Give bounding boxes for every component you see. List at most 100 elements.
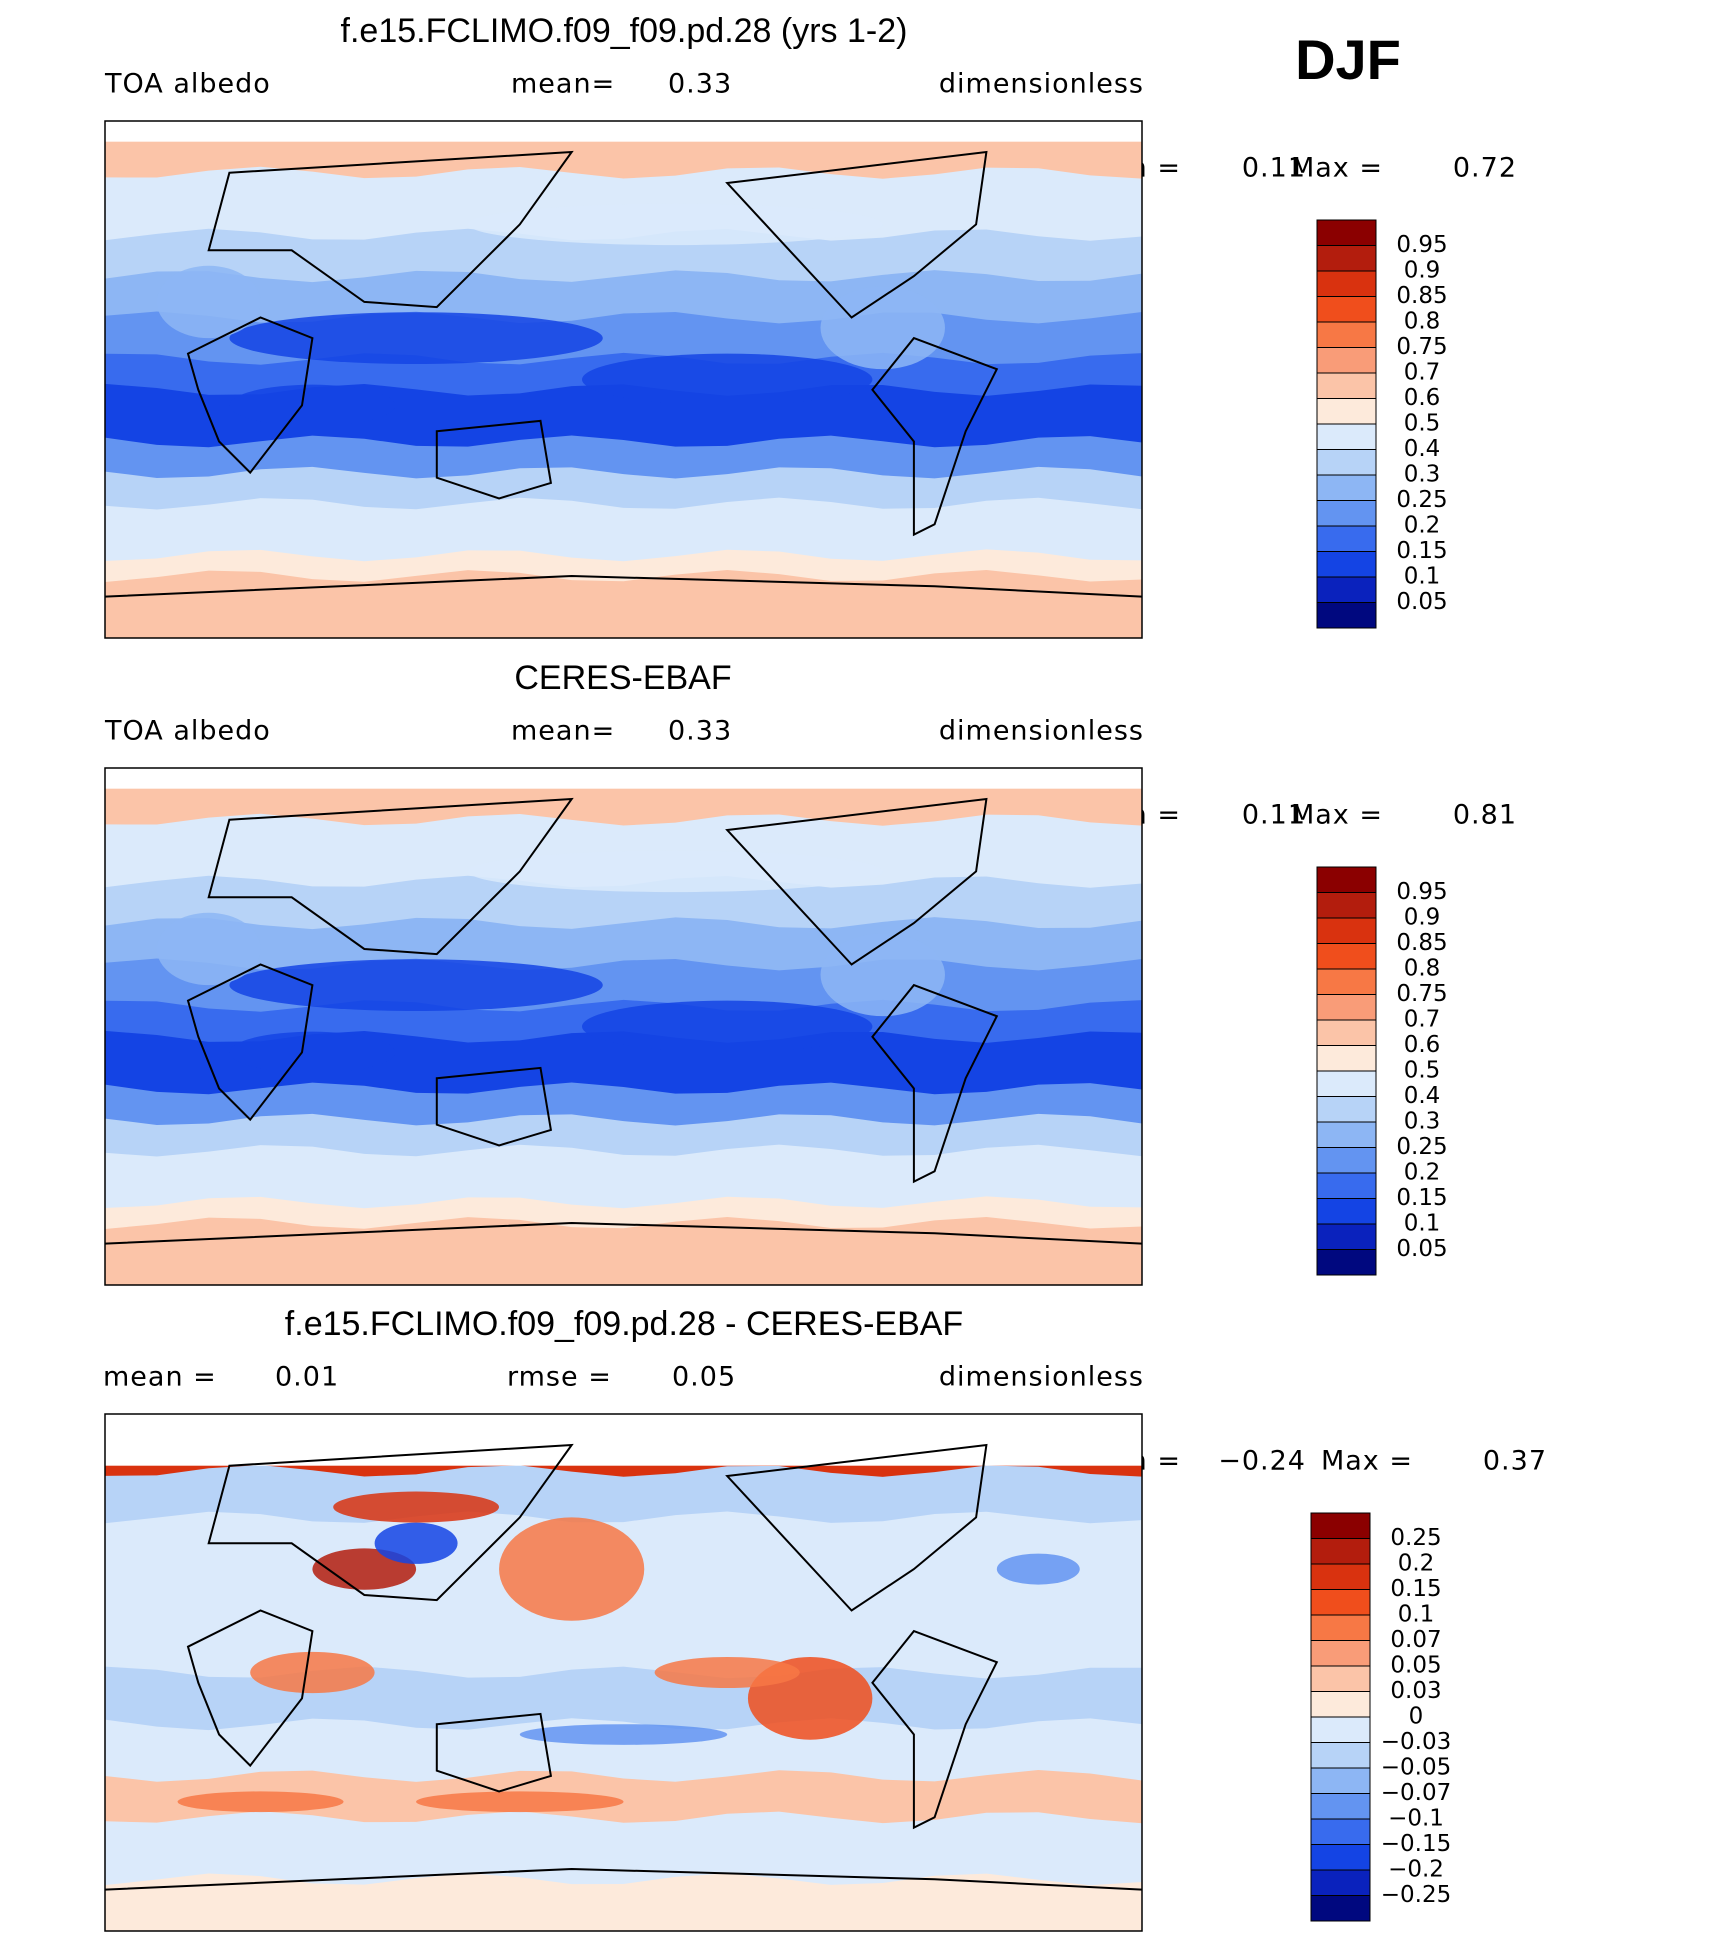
colorbar-label: 0.5 xyxy=(1404,1058,1441,1084)
map-field xyxy=(105,1082,1142,1128)
colorbar-swatch xyxy=(1316,245,1377,272)
coastline xyxy=(207,1443,574,1602)
panel: CERES-EBAF TOA albedo mean= 0.33 dimensionle… xyxy=(104,659,1516,1286)
colorbar-swatch xyxy=(1316,1045,1377,1072)
colorbar-swatch xyxy=(1310,1563,1371,1590)
colorbar-label: 0.03 xyxy=(1390,1678,1441,1704)
colorbar-swatch xyxy=(1310,1589,1371,1616)
colorbar-label: 0.2 xyxy=(1404,1160,1441,1186)
colorbar-label: −0.07 xyxy=(1381,1780,1451,1806)
coastline xyxy=(871,1629,999,1830)
colorbar-swatch xyxy=(1316,500,1377,527)
colorbar-label: 0.3 xyxy=(1404,1109,1441,1135)
colorbar-swatch xyxy=(1316,474,1377,501)
colorbar-swatch xyxy=(1316,1223,1377,1250)
colorbar-label: 0.05 xyxy=(1390,1653,1441,1679)
colorbar-swatch xyxy=(1310,1538,1371,1565)
map-field xyxy=(416,1791,624,1813)
coastline xyxy=(186,1609,314,1768)
colorbar-swatch xyxy=(1310,1665,1371,1692)
map-field xyxy=(820,933,945,1017)
colorbar-swatch xyxy=(1310,1640,1371,1667)
colorbar-swatch xyxy=(1316,525,1377,552)
colorbar-swatch xyxy=(1316,423,1377,450)
colorbar-swatch xyxy=(1316,1147,1377,1174)
panel-subtitle: 0.33 xyxy=(668,716,732,747)
colorbar-label: −0.03 xyxy=(1381,1729,1451,1755)
min-max-stat: 0.11 xyxy=(1242,800,1306,831)
colorbar-label: 0.8 xyxy=(1404,956,1441,982)
colorbar-swatch xyxy=(1316,449,1377,476)
map-field xyxy=(333,1491,500,1523)
panel-subtitle: dimensionless xyxy=(939,1362,1144,1393)
map-field xyxy=(582,1000,873,1053)
colorbar-label: 0.15 xyxy=(1390,1576,1441,1602)
colorbar-label: 0.15 xyxy=(1396,1185,1447,1211)
panel-title: f.e15.FCLIMO.f09_f09.pd.28 (yrs 1-2) xyxy=(341,12,908,50)
colorbar-swatch xyxy=(1310,1767,1371,1794)
colorbar-swatch xyxy=(1316,219,1377,246)
map-field xyxy=(105,497,1142,564)
colorbar-swatch xyxy=(1316,576,1377,603)
map-field xyxy=(519,1724,728,1745)
min-max-stat: 0.37 xyxy=(1483,1446,1547,1477)
colorbar-swatch xyxy=(1316,270,1377,297)
colorbar-label: 0.2 xyxy=(1398,1551,1435,1577)
colorbar-label: 0.25 xyxy=(1390,1525,1441,1551)
map-field xyxy=(177,1791,344,1813)
map xyxy=(105,1414,1142,1931)
coastline xyxy=(186,316,314,475)
colorbar-swatch xyxy=(1310,1716,1371,1743)
colorbar-swatch xyxy=(1310,1793,1371,1820)
colorbar-swatch xyxy=(1316,1121,1377,1148)
panel-subtitle: mean= xyxy=(511,69,615,100)
colorbar-label: 0.5 xyxy=(1404,411,1441,437)
map-field xyxy=(105,121,1142,142)
colorbar-swatch xyxy=(1316,968,1377,995)
colorbar-swatch xyxy=(1310,1844,1371,1871)
map-field xyxy=(105,1113,1142,1159)
panel-title: CERES-EBAF xyxy=(514,659,731,697)
panel: f.e15.FCLIMO.f09_f09.pd.28 - CERES-EBAF m… xyxy=(103,1305,1547,1932)
colorbar-label: 0 xyxy=(1409,1704,1424,1730)
colorbar-label: 0.8 xyxy=(1404,309,1441,335)
map-field xyxy=(374,1522,458,1564)
colorbar-label: 0.85 xyxy=(1396,930,1447,956)
map-field xyxy=(499,1517,645,1621)
map-frame xyxy=(104,767,1143,1286)
colorbar-label: 0.2 xyxy=(1404,513,1441,539)
panel-subtitle: dimensionless xyxy=(939,69,1144,100)
colorbar-swatch xyxy=(1316,551,1377,578)
coastline xyxy=(725,1443,988,1612)
colorbar-label: 0.75 xyxy=(1396,981,1447,1007)
coastline xyxy=(105,574,1142,598)
coastline xyxy=(871,336,999,537)
map-field xyxy=(105,875,1142,932)
colorbar-swatch xyxy=(1310,1742,1371,1769)
map-field xyxy=(105,549,1142,584)
colorbar-label: 0.9 xyxy=(1404,905,1441,931)
colorbar-label: −0.1 xyxy=(1388,1806,1444,1832)
colorbar-label: 0.4 xyxy=(1404,436,1441,462)
colorbar-label: 0.85 xyxy=(1396,283,1447,309)
colorbar-swatch xyxy=(1316,1070,1377,1097)
map-field xyxy=(105,1718,1142,1784)
colorbar-swatch xyxy=(1316,321,1377,348)
coastline xyxy=(207,797,574,956)
map-field xyxy=(105,1769,1142,1826)
colorbar-label: 0.6 xyxy=(1404,385,1441,411)
map-field xyxy=(654,1656,800,1689)
coastline xyxy=(105,1221,1142,1245)
colorbar-swatch xyxy=(1316,943,1377,970)
map-field xyxy=(105,768,1142,789)
colorbar-label: −0.05 xyxy=(1381,1755,1451,1781)
map-field xyxy=(105,228,1142,285)
map-field xyxy=(582,353,873,406)
colorbar-label: 0.3 xyxy=(1404,462,1441,488)
colorbar-swatch xyxy=(1316,602,1377,629)
colorbar-swatch xyxy=(1316,372,1377,399)
colorbar-swatch xyxy=(1316,1019,1377,1046)
colorbar-swatch xyxy=(1310,1691,1371,1718)
